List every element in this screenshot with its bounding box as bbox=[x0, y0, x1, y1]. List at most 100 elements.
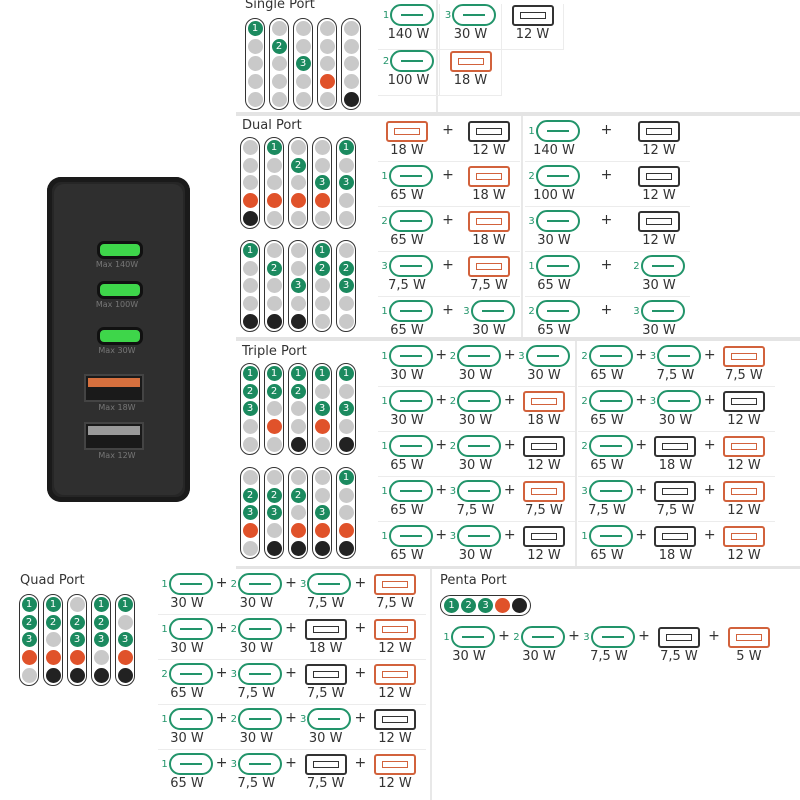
usb-c-icon bbox=[520, 626, 565, 648]
usb-c-port-2 bbox=[97, 281, 143, 299]
port-icon-wrap bbox=[657, 626, 700, 648]
inactive-port-dot bbox=[338, 487, 354, 503]
usb-a-fast-icon bbox=[373, 573, 416, 595]
usb-c-dot: 1 bbox=[314, 243, 330, 259]
inactive-port-dot bbox=[338, 243, 354, 259]
port-icon-wrap: 3 bbox=[581, 480, 633, 502]
plus-sign: + bbox=[600, 167, 613, 183]
wattage-label: 7,5 W bbox=[456, 503, 495, 518]
usb-a-fast-dot bbox=[319, 74, 335, 90]
usb-a-fast-dot bbox=[45, 650, 61, 666]
port-cell: 3 30 W bbox=[299, 708, 353, 746]
usb-a-fast-icon bbox=[467, 165, 510, 187]
inactive-port-dot bbox=[242, 175, 258, 191]
port-icon-wrap: 1 bbox=[381, 345, 433, 367]
inactive-port-dot bbox=[271, 21, 287, 37]
wattage-label: 30 W bbox=[522, 649, 556, 664]
plus-sign: + bbox=[703, 437, 716, 453]
plus-sign: + bbox=[635, 392, 648, 408]
port-icon-wrap: 3 bbox=[450, 480, 502, 502]
section-divider bbox=[236, 566, 800, 569]
wattage-label: 65 W bbox=[170, 776, 204, 791]
port-number: 2 bbox=[581, 440, 588, 452]
inactive-port-dot bbox=[266, 210, 282, 226]
port-icon-wrap bbox=[467, 210, 510, 232]
plus-sign: + bbox=[600, 257, 613, 273]
inactive-port-dot bbox=[242, 540, 258, 556]
port-cell: 2 65 W bbox=[380, 210, 434, 248]
port-cell: 7,5 W bbox=[299, 663, 353, 701]
port-cell: 12 W bbox=[717, 435, 771, 473]
wattage-label: 65 W bbox=[590, 548, 624, 563]
penta-port-combos: 1 30 W +2 30 W +3 7,5 W +7,5 W +5 W bbox=[440, 623, 780, 668]
wattage-label: 65 W bbox=[390, 503, 424, 518]
port-icon-wrap: 1 bbox=[381, 480, 433, 502]
plus-sign: + bbox=[708, 628, 720, 644]
usb-a-fast-dot bbox=[290, 193, 306, 209]
plus-sign: + bbox=[703, 482, 716, 498]
inactive-port-dot bbox=[295, 38, 311, 54]
usb-a-fast-dot bbox=[117, 650, 133, 666]
port-cell: 2 30 W bbox=[229, 708, 283, 746]
inactive-port-dot bbox=[266, 436, 282, 452]
single-port-cell: 1 140 W bbox=[378, 4, 440, 50]
usb-a-icon bbox=[304, 753, 347, 775]
port-cell: 3 7,5 W bbox=[580, 480, 634, 518]
usb-a-fast-icon bbox=[373, 663, 416, 685]
wattage-label: 30 W bbox=[390, 413, 424, 428]
plus-sign: + bbox=[442, 302, 454, 318]
port-cell: 3 7,5 W bbox=[648, 345, 702, 383]
inactive-port-dot bbox=[242, 278, 258, 294]
usb-c-dot: 2 bbox=[242, 487, 258, 503]
port-number: 1 bbox=[528, 260, 535, 272]
inactive-port-dot bbox=[338, 313, 354, 329]
port-number: 1 bbox=[381, 485, 388, 497]
plus-sign: + bbox=[435, 392, 448, 408]
combo-row: 2 65 W +3 30 W +12 W bbox=[578, 387, 775, 432]
port-cell: 12 W bbox=[368, 708, 422, 746]
port-number: 2 bbox=[633, 260, 640, 272]
port-cell: 1 30 W bbox=[442, 626, 496, 664]
inactive-port-dot bbox=[343, 38, 359, 54]
inactive-port-dot bbox=[117, 614, 133, 630]
port-cell: 12 W bbox=[632, 165, 686, 203]
wattage-label: 30 W bbox=[527, 368, 561, 383]
usb-a-fast-icon bbox=[386, 120, 428, 142]
usb-a-fast-dot bbox=[314, 523, 330, 539]
port-icon-wrap: 1 bbox=[528, 255, 580, 277]
port-icon-wrap: 2 bbox=[513, 626, 565, 648]
port-icon-wrap: 2 bbox=[231, 708, 283, 730]
usb-c-icon bbox=[390, 4, 435, 26]
port-icon-wrap: 3 bbox=[650, 390, 702, 412]
wattage-label: 30 W bbox=[642, 278, 676, 293]
single-port-cell: 2 100 W bbox=[378, 50, 440, 96]
usb-c-dot: 2 bbox=[314, 260, 330, 276]
usb-c-dot: 2 bbox=[271, 38, 287, 54]
usb-c-dot: 1 bbox=[290, 366, 306, 382]
usb-c-dot: 1 bbox=[242, 366, 258, 382]
port-icon-wrap: 3 bbox=[445, 4, 497, 26]
usb-a-fast-dot bbox=[495, 598, 510, 613]
usb-a-dot bbox=[512, 598, 527, 613]
port-number: 2 bbox=[382, 55, 390, 67]
plus-sign: + bbox=[635, 482, 648, 498]
usb-c-icon bbox=[388, 390, 433, 412]
usb-a-fast-dot bbox=[69, 650, 85, 666]
inactive-port-dot bbox=[271, 56, 287, 72]
plus-sign: + bbox=[354, 710, 367, 726]
port-icon-wrap: 3 bbox=[300, 573, 352, 595]
usb-c-icon bbox=[457, 525, 502, 547]
port-number: 1 bbox=[381, 350, 388, 362]
inactive-port-dot bbox=[266, 157, 282, 173]
usb-a-icon bbox=[373, 708, 416, 730]
usb-c-icon bbox=[535, 210, 580, 232]
usb-c-icon bbox=[238, 618, 283, 640]
port-icon-wrap bbox=[722, 525, 765, 547]
usb-c-dot: 3 bbox=[242, 401, 258, 417]
port-number: 3 bbox=[518, 350, 525, 362]
wattage-label: 7,5 W bbox=[470, 278, 508, 293]
wattage-label: 18 W bbox=[658, 458, 693, 473]
usb-c-port-1 bbox=[97, 241, 143, 259]
combo-row: 2 65 W +3 30 W bbox=[525, 297, 690, 342]
